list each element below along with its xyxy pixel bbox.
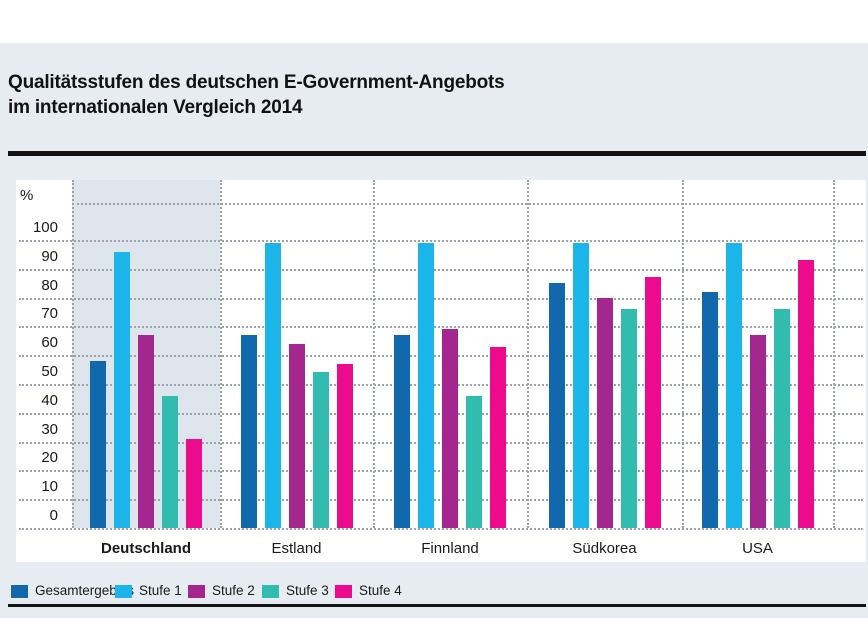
gridline-40 xyxy=(19,412,863,415)
bar-südkorea-gesamtergebnis xyxy=(548,283,565,528)
legend-swatch-gesamtergebnis xyxy=(11,584,28,598)
y-tick-label-80: 80 xyxy=(41,276,58,294)
y-axis-unit-label: % xyxy=(20,187,34,204)
legend-item-stufe-2: Stufe 2 xyxy=(188,584,255,598)
bar-deutschland-stufe-1 xyxy=(114,251,130,528)
bar-südkorea-stufe-3 xyxy=(620,309,637,528)
category-label-usa: USA xyxy=(742,540,773,557)
category-label-südkorea: Südkorea xyxy=(572,540,637,557)
group-separator-1 xyxy=(220,180,222,528)
legend-label-gesamtergebnis: Gesamtergebnis xyxy=(35,583,135,598)
bar-deutschland-stufe-2 xyxy=(138,335,154,528)
bar-finnland-gesamtergebnis xyxy=(394,335,410,528)
bar-südkorea-stufe-2 xyxy=(596,297,613,528)
chart-title: Qualitätsstufen des deutschen E-Governme… xyxy=(8,70,505,120)
legend-item-gesamtergebnis: Gesamtergebnis xyxy=(11,584,134,598)
chart-title-line2: im internationalen Vergleich 2014 xyxy=(8,97,303,118)
legend-swatch-stufe-2 xyxy=(188,584,205,598)
bar-finnland-stufe-3 xyxy=(466,395,482,528)
gridline-20 xyxy=(19,470,863,473)
legend-label-stufe-4: Stufe 4 xyxy=(359,583,402,598)
bar-estland-stufe-3 xyxy=(312,372,329,528)
bar-estland-stufe-4 xyxy=(336,363,353,528)
legend-swatch-stufe-3 xyxy=(262,584,279,598)
bar-chart-plot-area: % 100 90 80 70 60 50 40 30 20 10 0 Deutschland Estlan… xyxy=(16,180,866,562)
bar-deutschland-stufe-4 xyxy=(186,438,202,528)
group-separator-4 xyxy=(682,180,684,528)
bar-estland-stufe-2 xyxy=(288,343,305,528)
bar-usa-gesamtergebnis xyxy=(701,291,718,528)
gridline-100 xyxy=(19,240,863,242)
chart-panel: Qualitätsstufen des deutschen E-Governme… xyxy=(0,43,868,618)
y-tick-label-20: 20 xyxy=(41,449,58,467)
category-label-estland: Estland xyxy=(271,540,322,557)
gridline-30 xyxy=(19,441,863,444)
y-tick-label-10: 10 xyxy=(41,478,58,496)
gridline-80 xyxy=(19,297,863,300)
chart-title-line1: Qualitätsstufen des deutschen E-Governme… xyxy=(8,72,505,93)
group-separator-5 xyxy=(833,180,835,528)
y-tick-label-60: 60 xyxy=(41,334,58,352)
gridline-50 xyxy=(19,384,863,386)
y-tick-label-90: 90 xyxy=(41,247,58,265)
bar-finnland-stufe-2 xyxy=(442,329,458,528)
y-tick-label-40: 40 xyxy=(41,391,58,409)
legend-item-stufe-3: Stufe 3 xyxy=(262,584,329,598)
bar-finnland-stufe-4 xyxy=(490,346,506,528)
bar-usa-stufe-3 xyxy=(773,309,790,528)
gridline-60 xyxy=(19,355,863,358)
bar-deutschland-gesamtergebnis xyxy=(90,360,106,528)
legend-label-stufe-2: Stufe 2 xyxy=(212,583,255,598)
bar-usa-stufe-2 xyxy=(749,335,766,528)
bar-finnland-stufe-1 xyxy=(418,242,434,528)
group-separator-2 xyxy=(373,180,375,528)
bar-estland-stufe-1 xyxy=(264,242,281,528)
y-tick-label-100: 100 xyxy=(32,219,58,236)
category-label-finnland: Finnland xyxy=(421,540,479,557)
title-divider-rule xyxy=(8,151,866,156)
bar-estland-gesamtergebnis xyxy=(240,335,257,528)
gridline-0 xyxy=(19,528,863,530)
y-tick-label-30: 30 xyxy=(41,420,58,438)
y-tick-label-50: 50 xyxy=(41,363,58,380)
gridline-90 xyxy=(19,268,863,271)
bar-südkorea-stufe-4 xyxy=(644,277,661,528)
legend-label-stufe-1: Stufe 1 xyxy=(139,583,182,598)
gridline-70 xyxy=(19,326,863,329)
plot-top-gridline xyxy=(72,203,863,205)
bar-südkorea-stufe-1 xyxy=(572,242,589,528)
y-tick-label-0: 0 xyxy=(49,507,58,524)
bottom-rule xyxy=(8,604,866,607)
legend-item-stufe-4: Stufe 4 xyxy=(335,584,402,598)
legend-item-stufe-1: Stufe 1 xyxy=(115,584,182,598)
legend-swatch-stufe-4 xyxy=(335,584,352,598)
bar-usa-stufe-4 xyxy=(797,260,814,528)
bar-usa-stufe-1 xyxy=(725,242,742,528)
category-label-deutschland: Deutschland xyxy=(100,540,191,557)
group-separator-0 xyxy=(72,180,74,528)
legend-swatch-stufe-1 xyxy=(115,584,132,598)
legend-label-stufe-3: Stufe 3 xyxy=(286,583,329,598)
bar-deutschland-stufe-3 xyxy=(162,395,178,528)
y-tick-label-70: 70 xyxy=(41,305,58,323)
group-separator-3 xyxy=(527,180,529,528)
gridline-10 xyxy=(19,499,863,502)
